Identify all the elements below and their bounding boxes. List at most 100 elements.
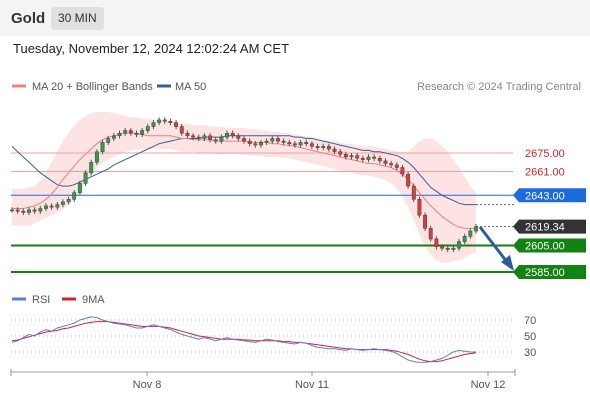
- candle-body: [423, 214, 428, 229]
- rsi-legend: RSI 9MA: [12, 294, 105, 306]
- candle-body: [428, 228, 433, 240]
- candle-body: [89, 162, 94, 174]
- candle-body: [179, 126, 184, 134]
- candle-body: [106, 138, 111, 143]
- candle-body: [21, 210, 26, 213]
- candle-body: [32, 209, 37, 212]
- price-tag-shape: [513, 219, 586, 234]
- ma50-line: [11, 135, 476, 206]
- candle-body: [298, 142, 303, 146]
- candle-body: [208, 135, 213, 141]
- price-level-tag: 2643.00: [513, 188, 586, 203]
- rsi-level-label: 50: [524, 331, 536, 343]
- candle-body: [162, 119, 167, 122]
- candle-body: [15, 209, 20, 212]
- candle-body: [259, 142, 263, 146]
- candle-body: [225, 132, 229, 138]
- candle-body: [213, 139, 218, 142]
- candle-body: [355, 155, 360, 159]
- candle-body: [276, 138, 280, 142]
- price-tag-label: 2675.00: [525, 148, 565, 160]
- candle-body: [326, 146, 331, 150]
- timestamp: Tuesday, November 12, 2024 12:02:24 AM C…: [13, 41, 290, 56]
- candle-body: [270, 138, 275, 142]
- price-tag-shape: [513, 265, 586, 279]
- candle-body: [230, 132, 235, 137]
- candle-body: [360, 158, 365, 160]
- candle-body: [349, 155, 354, 158]
- forecast-arrow: [478, 226, 514, 271]
- price-tag-label: 2643.00: [525, 190, 565, 202]
- x-tick-label: Nov 11: [295, 379, 329, 391]
- candle-body: [185, 132, 190, 137]
- candle-body: [38, 208, 43, 212]
- price-tag-shape: [513, 164, 586, 179]
- rsi-level-label: 30: [524, 347, 536, 359]
- candle-body: [219, 136, 224, 142]
- candle-body: [321, 146, 326, 148]
- price-level-tag: 2619.34: [513, 219, 586, 234]
- price-level-tag: 2675.00: [513, 146, 586, 160]
- candle-body: [145, 126, 150, 131]
- rsi-level-lines: 70 50 30: [11, 315, 536, 359]
- candle-body: [134, 132, 139, 135]
- candle-body: [128, 130, 133, 134]
- legend-rsi: RSI: [32, 294, 50, 306]
- candle-body: [332, 148, 337, 152]
- candle-body: [202, 135, 207, 139]
- candle-body: [383, 160, 388, 164]
- candle-body: [434, 238, 439, 248]
- candle-body: [100, 142, 105, 152]
- legend-rsi-ma: 9MA: [82, 294, 105, 306]
- symbol-title: Gold: [11, 10, 46, 27]
- candle-body: [468, 230, 473, 237]
- candle-body: [457, 241, 461, 249]
- candle-body: [44, 205, 48, 209]
- rsi-lines: [11, 316, 477, 363]
- candle-body: [411, 185, 416, 200]
- candle-body: [49, 205, 54, 208]
- legend-ma20: MA 20 + Bollinger Bands: [32, 81, 153, 93]
- candle-body: [440, 246, 445, 249]
- candle-body: [451, 247, 456, 250]
- candle-body: [417, 199, 422, 216]
- candle-body: [315, 146, 320, 148]
- candle-body: [151, 122, 156, 127]
- candles: [10, 117, 478, 253]
- rsi-line: [11, 316, 476, 363]
- candle-body: [174, 122, 179, 127]
- candle-body: [292, 143, 297, 146]
- price-tag-shape: [513, 188, 586, 203]
- candle-body: [66, 199, 71, 203]
- candle-body: [94, 151, 99, 163]
- candle-body: [406, 173, 411, 187]
- price-level-tag: 2661.00: [513, 164, 586, 179]
- candle-body: [83, 172, 88, 184]
- candle-body: [140, 130, 145, 135]
- price-tag-label: 2605.00: [525, 241, 565, 253]
- candle-body: [157, 119, 162, 123]
- candle-body: [10, 209, 14, 212]
- candle-body: [253, 143, 258, 146]
- candle-body: [55, 204, 60, 208]
- x-tick-label: Nov 12: [471, 379, 506, 391]
- x-axis: Nov 8 Nov 11 Nov 12: [10, 369, 516, 391]
- candle-body: [123, 130, 128, 134]
- credit-text: Research © 2024 Trading Central: [417, 81, 581, 93]
- price-level-tag: 2585.00: [513, 265, 586, 279]
- price-tag-label: 2619.34: [525, 222, 565, 234]
- candle-body: [309, 143, 314, 147]
- candle-body: [377, 158, 382, 162]
- candle-body: [77, 183, 82, 193]
- candle-body: [27, 209, 31, 213]
- price-tag-label: 2661.00: [525, 167, 565, 179]
- candle-body: [343, 154, 348, 158]
- candle-body: [236, 135, 241, 139]
- header-bar: Gold 30 MIN: [0, 0, 590, 36]
- candle-body: [281, 140, 286, 143]
- legend: MA 20 + Bollinger Bands MA 50 Research ©…: [12, 81, 581, 93]
- candle-body: [474, 226, 478, 232]
- candle-body: [400, 167, 405, 175]
- candle-body: [462, 236, 467, 242]
- interval-badge[interactable]: 30 MIN: [51, 7, 104, 30]
